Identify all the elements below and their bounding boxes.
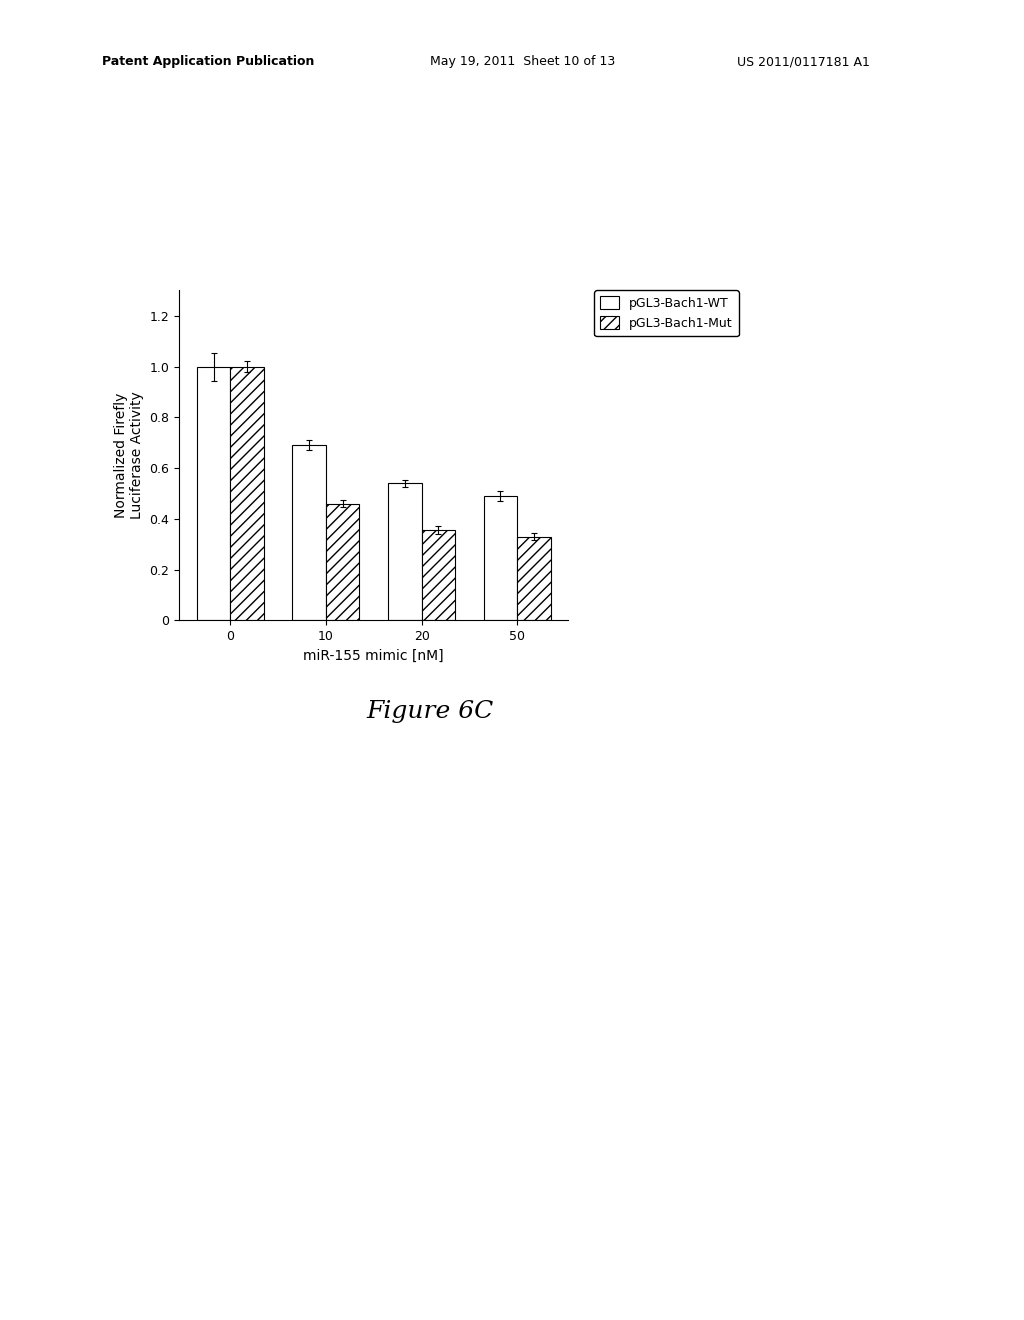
Legend: pGL3-Bach1-WT, pGL3-Bach1-Mut: pGL3-Bach1-WT, pGL3-Bach1-Mut xyxy=(594,290,739,337)
Bar xyxy=(517,537,551,620)
Text: US 2011/0117181 A1: US 2011/0117181 A1 xyxy=(737,55,870,69)
Bar xyxy=(293,445,326,620)
Bar xyxy=(230,367,264,620)
Bar xyxy=(197,367,230,620)
Y-axis label: Normalized Firefly
Luciferase Activity: Normalized Firefly Luciferase Activity xyxy=(114,392,144,519)
Bar xyxy=(422,531,455,620)
X-axis label: miR-155 mimic [nM]: miR-155 mimic [nM] xyxy=(303,648,444,663)
Bar xyxy=(326,504,359,620)
Bar xyxy=(388,483,422,620)
Bar xyxy=(483,496,517,620)
Text: Patent Application Publication: Patent Application Publication xyxy=(102,55,314,69)
Text: May 19, 2011  Sheet 10 of 13: May 19, 2011 Sheet 10 of 13 xyxy=(430,55,615,69)
Text: Figure 6C: Figure 6C xyxy=(367,700,494,722)
